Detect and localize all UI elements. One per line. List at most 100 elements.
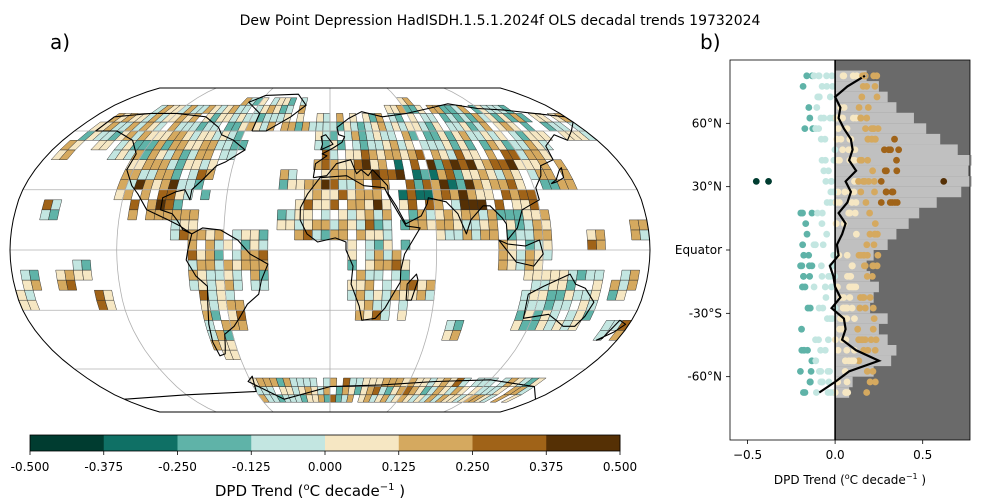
map-grid-cell (479, 219, 490, 231)
gridbox-point (852, 283, 860, 291)
gridbox-point (815, 93, 823, 101)
map-grid-cell (395, 169, 406, 180)
map-grid-cell (285, 219, 296, 231)
map-grid-cell (372, 199, 383, 211)
map-grid-cell (356, 219, 366, 231)
map-grid-cell (232, 269, 243, 281)
map-grid-cell (172, 199, 184, 211)
gridbox-point (867, 336, 875, 344)
map-grid-cell (287, 169, 298, 180)
map-grid-cell (285, 209, 296, 221)
map-grid-cell (240, 249, 251, 261)
gridbox-point (801, 125, 809, 133)
map-grid-cell (329, 179, 339, 190)
map-grid-cell (312, 219, 322, 231)
gridbox-point (877, 199, 885, 206)
map-grid-cell (514, 113, 534, 123)
map-grid-cell (321, 199, 331, 211)
map-grid-cell (540, 219, 552, 231)
map-grid-cell (303, 199, 313, 211)
map-grid-cell (338, 189, 348, 201)
gridbox-point (817, 262, 825, 270)
colorbar-swatch (472, 435, 547, 451)
map-grid-cell (287, 97, 298, 106)
map-grid-cell (593, 269, 605, 281)
gridbox-point (846, 209, 854, 217)
gridbox-point (827, 199, 834, 206)
map-grid-cell (630, 229, 641, 241)
gridbox-point (887, 146, 894, 154)
map-grid-cell (312, 199, 322, 211)
gridbox-point (818, 156, 826, 164)
gridbox-point (828, 72, 836, 80)
gridbox-point (843, 378, 851, 386)
map-grid-cell (317, 394, 325, 403)
map-grid-cell (278, 179, 289, 190)
map-grid-cell (364, 289, 374, 301)
gridbox-point (893, 199, 901, 206)
gridbox-point (857, 336, 865, 344)
coastline (185, 227, 269, 357)
negative-side-background (730, 60, 836, 440)
map-grid-cell (232, 279, 243, 291)
map-grid-cell (322, 121, 331, 132)
map-grid-cell (347, 219, 357, 231)
map-grid-cell (587, 239, 597, 251)
map-grid-cell (382, 279, 392, 291)
envelope-bar (835, 313, 888, 324)
gridbox-point (882, 188, 890, 196)
gridbox-point (834, 156, 842, 164)
map-grid-cell (323, 394, 331, 403)
envelope-bar (835, 112, 914, 124)
map-grid-cell (415, 189, 426, 201)
map-grid-cell (361, 159, 372, 170)
map-grid-cell (401, 97, 415, 106)
gridbox-point (874, 251, 882, 259)
map-grid-cell (424, 289, 436, 301)
map-grid-cell (523, 269, 534, 281)
gridbox-point (857, 188, 865, 196)
gridbox-point (765, 177, 772, 185)
colorbar-swatch (177, 435, 252, 451)
map-grid-cell (363, 299, 374, 311)
gridbox-point (871, 230, 879, 238)
envelope-bar (835, 218, 909, 229)
map-grid-cell (315, 121, 324, 132)
gridbox-point (868, 272, 876, 280)
map-grid-cell (196, 229, 207, 241)
map-grid-cell (321, 159, 331, 170)
map-grid-cell (399, 279, 410, 291)
gridbox-point (863, 114, 871, 122)
map-grid-cell (515, 229, 526, 241)
gridbox-point (869, 167, 877, 175)
map-grid-cell (207, 289, 218, 301)
gridbox-point (821, 135, 829, 143)
map-grid-cell (489, 229, 499, 241)
map-grid-cell (73, 269, 84, 281)
map-grid-cell (343, 121, 352, 132)
gridbox-point (864, 104, 872, 111)
gridbox-point (818, 378, 826, 386)
map-grid-cell (258, 239, 269, 251)
map-grid-cell (214, 249, 224, 261)
map-grid-cell (364, 199, 374, 211)
map-grid-cell (372, 289, 383, 301)
map-grid-cell (102, 289, 115, 301)
map-grid-cell (240, 229, 251, 241)
map-grid-cell (223, 259, 233, 271)
gridbox-point (870, 177, 878, 185)
gridbox-point (866, 230, 874, 238)
map-grid-cell (507, 249, 517, 261)
gridbox-point (863, 272, 871, 280)
map-grid-cell (586, 229, 597, 241)
map-grid-cell (370, 169, 381, 180)
map-grid-cell (352, 149, 363, 160)
gridbox-point (805, 104, 813, 111)
map-grid-cell (364, 209, 375, 221)
gridbox-point (871, 135, 879, 143)
gridbox-point (807, 367, 815, 375)
gridbox-point (870, 315, 878, 323)
envelope-bar (835, 239, 888, 250)
map-grid-cell (381, 289, 392, 301)
map-grid-cell (258, 249, 269, 261)
